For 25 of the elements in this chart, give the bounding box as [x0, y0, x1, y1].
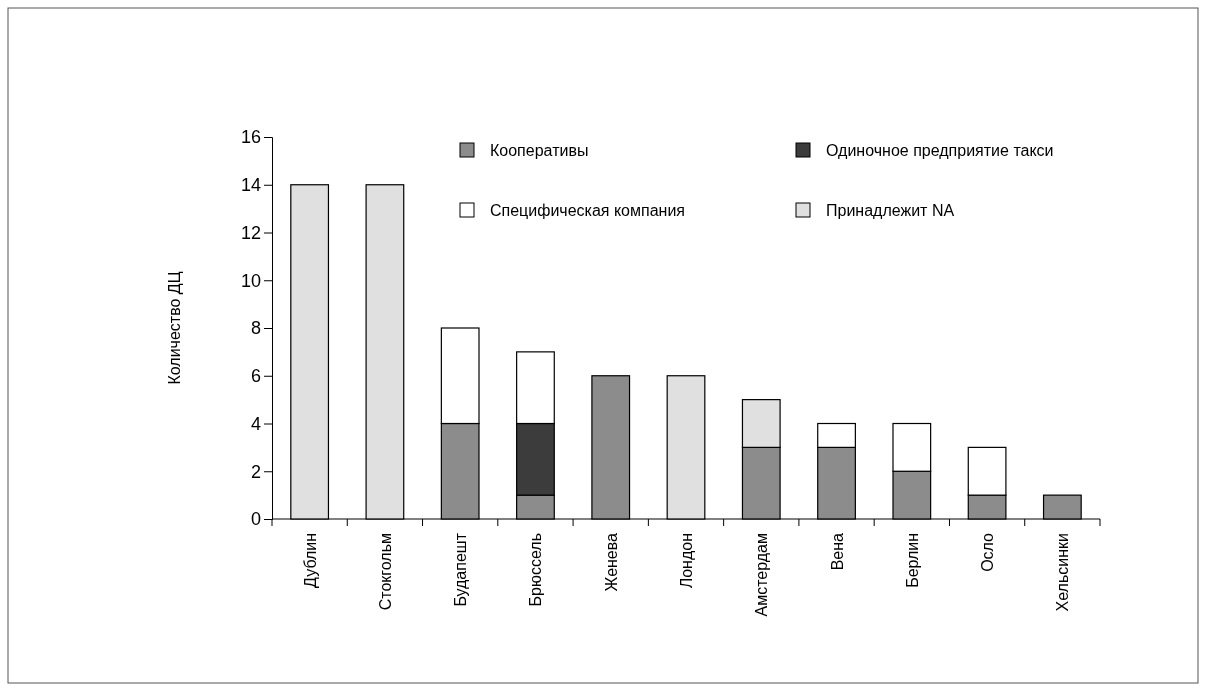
y-axis-title: Количество ДЦ	[166, 271, 183, 385]
x-tick-label: Брюссель	[527, 533, 545, 607]
legend-label: Кооперативы	[490, 142, 589, 159]
x-tick-label: Лондон	[678, 533, 695, 589]
y-tick-label: 0	[250, 509, 261, 530]
legend-label: Принадлежит NA	[826, 202, 955, 219]
x-tick-label: Будапешт	[452, 532, 470, 607]
legend-label: Специфическая компания	[490, 202, 685, 219]
x-tick-label: Берлин	[903, 533, 921, 588]
x-tick-label: Вена	[828, 532, 846, 571]
x-tick-label: Женева	[602, 532, 620, 592]
x-tick-label: Амстердам	[753, 533, 771, 617]
y-tick-label: 8	[250, 318, 261, 339]
y-tick-label: 2	[250, 461, 261, 482]
x-tick-label: Стокгольм	[376, 533, 394, 611]
legend-label: Одиночное предприятие такси	[826, 142, 1054, 159]
y-tick-label: 16	[240, 127, 261, 148]
y-tick-label: 6	[250, 366, 261, 387]
y-tick-label: 14	[240, 175, 261, 196]
x-tick-label: Осло	[979, 532, 997, 572]
y-tick-label: 4	[250, 413, 261, 434]
y-tick-label: 12	[240, 222, 261, 243]
x-tick-label: Хельсинки	[1054, 533, 1072, 612]
y-tick-label: 10	[240, 270, 261, 291]
x-tick-label: Дублин	[301, 533, 319, 588]
